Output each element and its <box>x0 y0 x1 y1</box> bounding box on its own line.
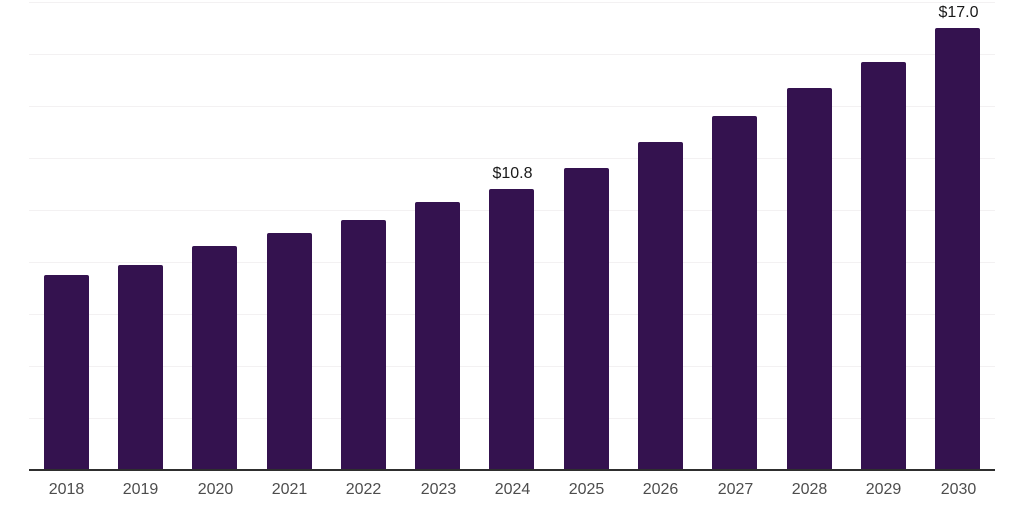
x-tick-label-2028: 2028 <box>791 481 828 498</box>
gridline <box>29 106 995 107</box>
x-tick-label-2023: 2023 <box>420 481 457 498</box>
bar-2019[interactable] <box>118 265 163 470</box>
bar-2022[interactable] <box>341 220 386 470</box>
bar-2025[interactable] <box>564 168 609 470</box>
x-tick-label-2024: 2024 <box>494 481 531 498</box>
bar-2029[interactable] <box>861 62 906 470</box>
x-tick-label-2025: 2025 <box>568 481 605 498</box>
bar-2024[interactable] <box>489 189 534 470</box>
plot-area: $10.8 $17.0 <box>29 0 995 471</box>
x-tick-label-2022: 2022 <box>345 481 382 498</box>
x-tick-label-2020: 2020 <box>197 481 234 498</box>
bar-2020[interactable] <box>192 246 237 470</box>
data-label-2024: $10.8 <box>492 165 533 182</box>
x-tick-label-2018: 2018 <box>48 481 85 498</box>
bar-2028[interactable] <box>787 88 832 470</box>
bar-2023[interactable] <box>415 202 460 470</box>
bar-2021[interactable] <box>267 233 312 470</box>
bar-2027[interactable] <box>712 116 757 470</box>
gridline <box>29 2 995 3</box>
x-tick-label-2026: 2026 <box>642 481 679 498</box>
gridline <box>29 158 995 159</box>
x-tick-label-2021: 2021 <box>271 481 308 498</box>
bar-2030[interactable] <box>935 28 980 470</box>
x-tick-label-2027: 2027 <box>717 481 754 498</box>
x-tick-label-2019: 2019 <box>122 481 159 498</box>
x-tick-label-2029: 2029 <box>865 481 902 498</box>
x-axis-line <box>29 469 995 471</box>
bar-2026[interactable] <box>638 142 683 470</box>
data-label-2030: $17.0 <box>938 4 979 21</box>
gridline <box>29 54 995 55</box>
x-tick-label-2030: 2030 <box>940 481 977 498</box>
bar-2018[interactable] <box>44 275 89 470</box>
